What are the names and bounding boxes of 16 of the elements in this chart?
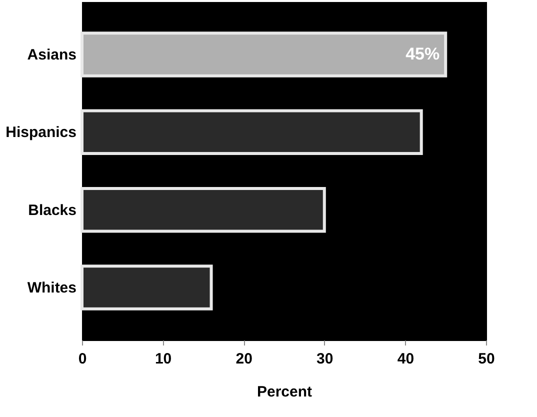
y-tick-label: Asians	[27, 46, 76, 64]
x-tick-label: 10	[154, 350, 172, 368]
x-axis-title: Percent	[256, 384, 312, 400]
x-tick-label: 40	[397, 350, 414, 368]
x-tick-label: 20	[236, 350, 252, 368]
bar	[80, 109, 423, 156]
y-tick-label: Hispanics	[6, 124, 76, 142]
bar	[80, 186, 326, 233]
y-tick-label: Blacks	[28, 202, 76, 219]
y-tick-label: Whites	[27, 280, 76, 297]
x-tick-label: 50	[478, 350, 495, 368]
x-tick-label: 0	[78, 350, 87, 368]
x-tick-label: 30	[316, 350, 334, 368]
data-label: 45%	[406, 44, 440, 64]
bar	[80, 32, 448, 78]
bar	[80, 264, 213, 310]
